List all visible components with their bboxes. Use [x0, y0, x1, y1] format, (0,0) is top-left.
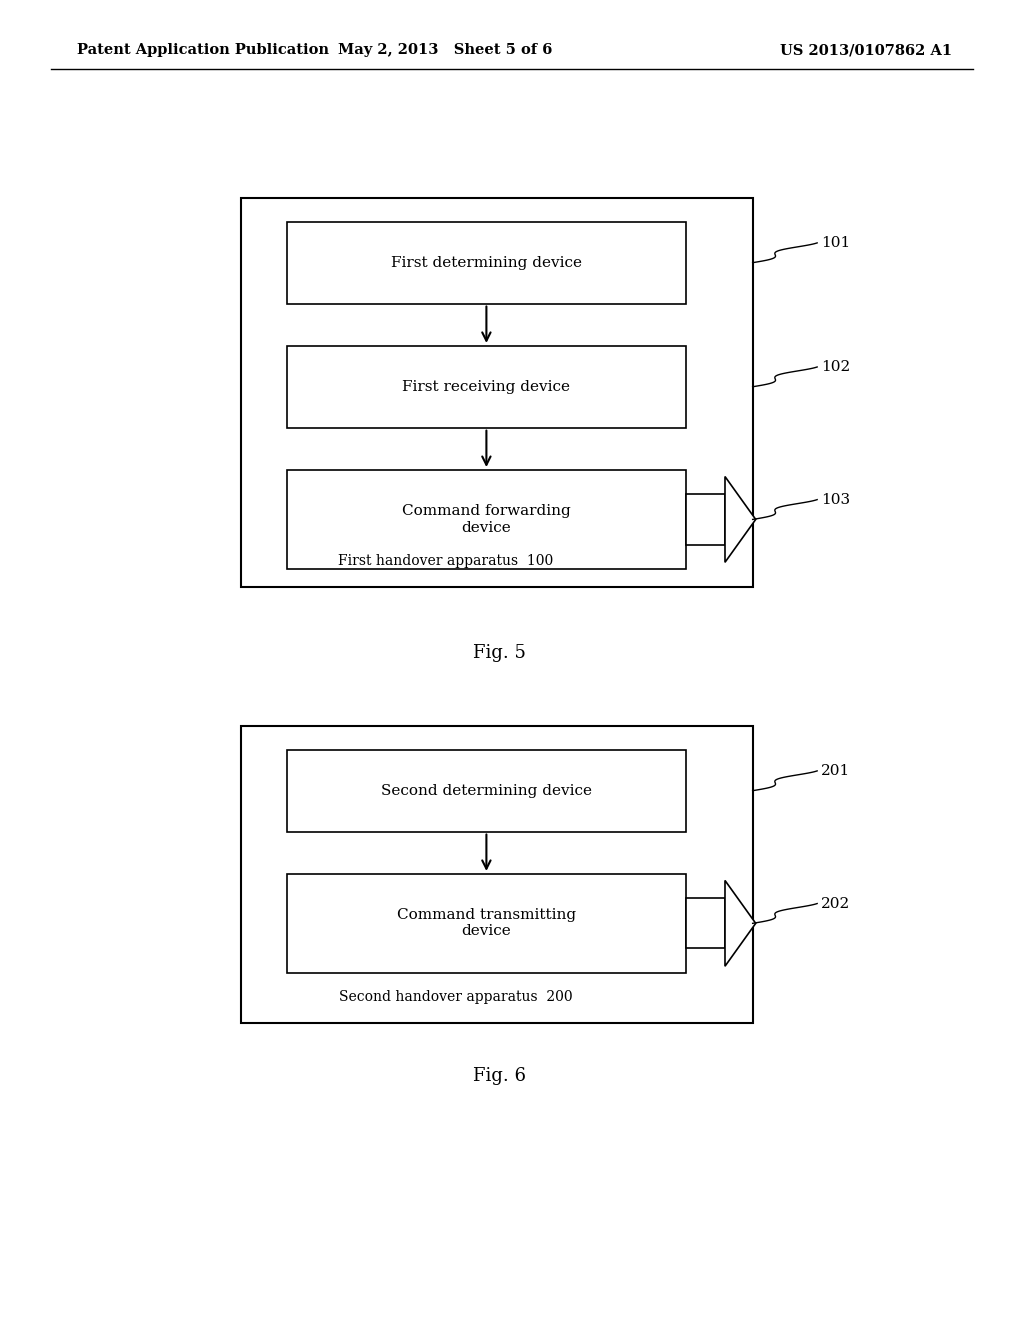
Text: Command forwarding
device: Command forwarding device	[402, 504, 570, 535]
Bar	[241, 198, 753, 587]
Text: May 2, 2013   Sheet 5 of 6: May 2, 2013 Sheet 5 of 6	[338, 44, 553, 57]
Bar	[287, 750, 686, 832]
Text: Second determining device: Second determining device	[381, 784, 592, 797]
Bar	[287, 874, 686, 973]
Bar	[241, 726, 753, 1023]
Text: First determining device: First determining device	[391, 256, 582, 269]
Bar	[287, 470, 686, 569]
Polygon shape	[725, 477, 756, 562]
Text: First receiving device: First receiving device	[402, 380, 570, 393]
Text: US 2013/0107862 A1: US 2013/0107862 A1	[780, 44, 952, 57]
Bar	[686, 899, 725, 949]
Text: Command transmitting
device: Command transmitting device	[397, 908, 575, 939]
Text: Fig. 6: Fig. 6	[473, 1067, 526, 1085]
Text: 201: 201	[821, 764, 851, 777]
Polygon shape	[725, 880, 756, 966]
Text: Second handover apparatus  200: Second handover apparatus 200	[339, 990, 572, 1003]
Text: 103: 103	[821, 492, 850, 507]
Text: 202: 202	[821, 896, 851, 911]
Text: 102: 102	[821, 360, 851, 374]
Text: 101: 101	[821, 236, 851, 249]
Bar	[686, 495, 725, 545]
Bar	[287, 222, 686, 304]
Text: First handover apparatus  100: First handover apparatus 100	[338, 554, 553, 568]
Text: Fig. 5: Fig. 5	[473, 644, 526, 663]
Text: Patent Application Publication: Patent Application Publication	[77, 44, 329, 57]
Bar	[287, 346, 686, 428]
